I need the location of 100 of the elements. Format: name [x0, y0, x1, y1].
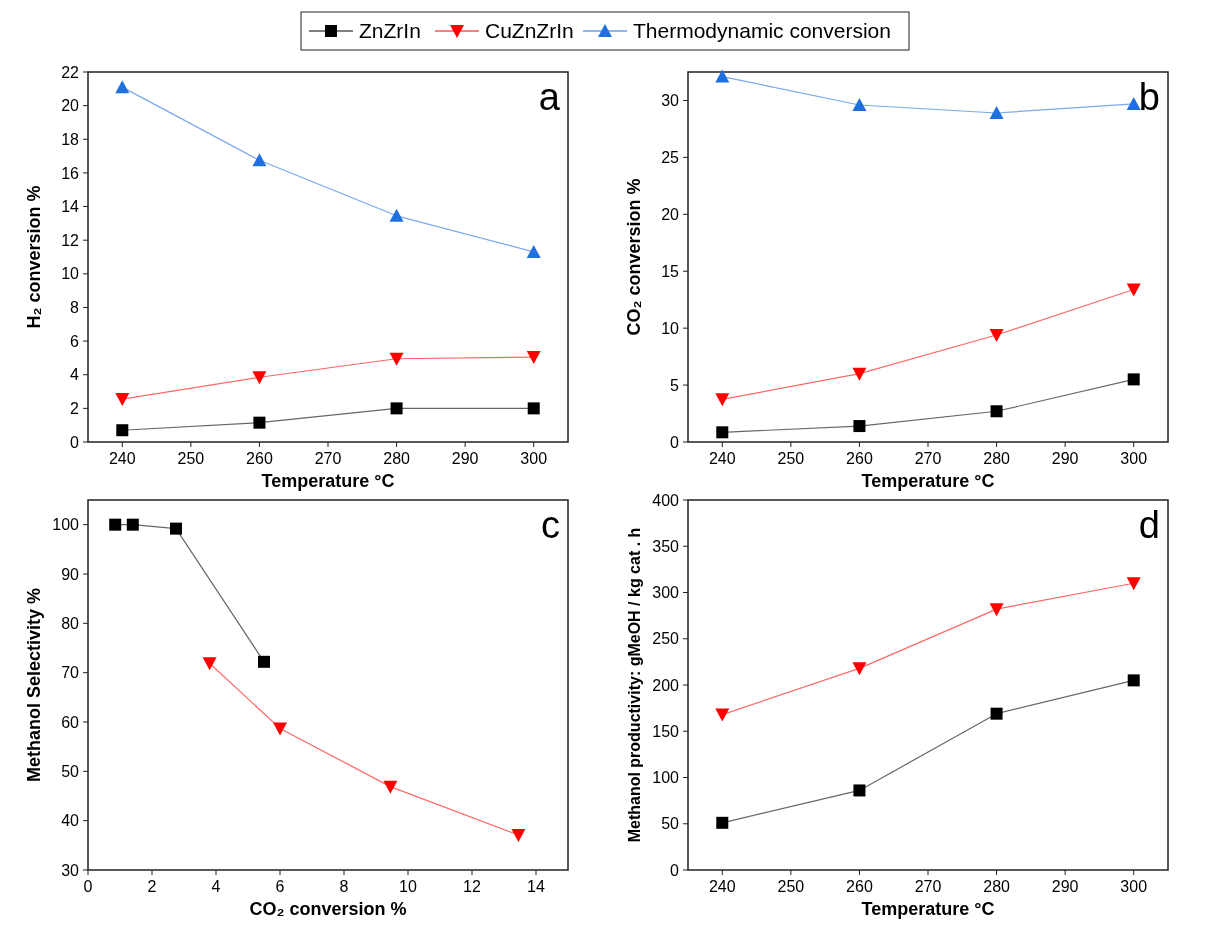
point — [852, 367, 867, 381]
point — [126, 518, 139, 531]
point — [202, 657, 217, 671]
legend-label: CuZnZrIn — [485, 19, 574, 43]
x-tick-label: 250 — [177, 450, 205, 467]
y-tick-label: 90 — [61, 565, 80, 583]
point — [1126, 96, 1141, 110]
x-tick-label: 0 — [83, 878, 93, 895]
point — [715, 708, 730, 722]
y-tick-label: 40 — [61, 812, 80, 830]
point — [115, 393, 130, 407]
y-tick-label: 0 — [70, 433, 80, 451]
y-axis-title: Methanol Selectivity % — [24, 587, 44, 783]
x-tick-label: 6 — [275, 878, 285, 895]
point — [990, 405, 1003, 418]
y-tick-label: 50 — [661, 815, 680, 833]
x-axis-title: Temperature °C — [261, 471, 395, 491]
point — [716, 816, 729, 829]
y-tick-label: 10 — [661, 319, 680, 337]
point — [1127, 373, 1140, 386]
x-tick-label: 260 — [246, 450, 273, 467]
x-tick-label: 270 — [914, 878, 942, 895]
x-tick-label: 14 — [527, 878, 545, 895]
point — [383, 780, 398, 794]
x-tick-label: 280 — [983, 450, 1011, 467]
x-tick-label: 300 — [520, 450, 548, 467]
x-tick-label: 4 — [211, 878, 221, 895]
point — [390, 402, 403, 415]
y-tick-label: 70 — [61, 664, 80, 682]
y-tick-label: 8 — [70, 299, 80, 317]
y-tick-label: 5 — [670, 376, 680, 394]
x-tick-label: 270 — [914, 450, 942, 467]
point — [527, 402, 540, 415]
x-tick-label: 250 — [777, 878, 805, 895]
point — [1126, 577, 1141, 591]
y-tick-label: 50 — [61, 762, 80, 780]
y-tick-label: 100 — [652, 769, 680, 787]
point — [853, 784, 866, 797]
point — [852, 98, 867, 112]
legend-label: ZnZrIn — [359, 19, 421, 43]
point — [170, 522, 182, 535]
y-tick-label: 100 — [52, 516, 80, 534]
point — [989, 603, 1004, 617]
x-tick-label: 240 — [708, 450, 736, 467]
y-axis-title: Methanol productivity: gMeOH / kg cat . h — [626, 527, 643, 843]
point — [990, 707, 1003, 720]
y-tick-label: 300 — [652, 584, 680, 602]
y-tick-label: 25 — [661, 148, 680, 166]
point — [109, 518, 122, 531]
x-tick-label: 2 — [147, 878, 157, 895]
point — [273, 722, 287, 736]
annotation: a — [538, 76, 561, 118]
point — [715, 393, 730, 407]
point — [253, 416, 266, 429]
x-tick-label: 260 — [846, 878, 873, 895]
point — [258, 655, 270, 668]
x-tick-label: 290 — [1051, 878, 1079, 895]
x-tick-label: 250 — [777, 450, 805, 467]
y-tick-label: 10 — [61, 265, 80, 283]
point — [1126, 283, 1141, 297]
y-tick-label: 2 — [70, 399, 80, 417]
x-tick-label: 10 — [399, 878, 417, 895]
y-axis-title: H₂ conversion % — [24, 185, 44, 329]
x-tick-label: 290 — [451, 450, 479, 467]
point — [252, 371, 267, 385]
point — [389, 352, 404, 366]
point — [389, 208, 404, 222]
annotation: d — [1138, 504, 1160, 546]
y-tick-label: 30 — [661, 92, 680, 110]
y-tick-label: 22 — [61, 63, 80, 81]
y-tick-label: 80 — [61, 614, 80, 632]
y-tick-label: 4 — [70, 366, 80, 384]
point — [989, 328, 1004, 342]
y-tick-label: 200 — [652, 676, 680, 694]
x-tick-label: 280 — [383, 450, 411, 467]
x-tick-label: 12 — [463, 878, 481, 895]
point — [526, 351, 541, 365]
point — [115, 80, 130, 94]
point — [252, 153, 267, 167]
x-tick-label: 300 — [1120, 878, 1148, 895]
point — [852, 662, 867, 676]
y-tick-label: 350 — [652, 537, 680, 555]
y-tick-label: 20 — [61, 97, 80, 115]
point — [715, 69, 730, 83]
y-tick-label: 16 — [61, 164, 80, 182]
annotation: c — [541, 504, 560, 546]
y-tick-label: 14 — [61, 198, 80, 216]
y-tick-label: 0 — [670, 861, 680, 879]
y-tick-label: 60 — [61, 713, 80, 731]
point — [853, 420, 866, 433]
y-tick-label: 12 — [61, 231, 80, 249]
x-tick-label: 300 — [1120, 450, 1148, 467]
legend-label: Thermodynamic conversion — [633, 19, 891, 43]
y-tick-label: 150 — [652, 722, 680, 740]
point — [1127, 674, 1140, 687]
x-tick-label: 240 — [108, 450, 136, 467]
y-axis-title: CO₂ conversion % — [624, 178, 644, 336]
y-tick-label: 0 — [670, 433, 680, 451]
x-tick-label: 270 — [314, 450, 342, 467]
x-tick-label: 280 — [983, 878, 1011, 895]
